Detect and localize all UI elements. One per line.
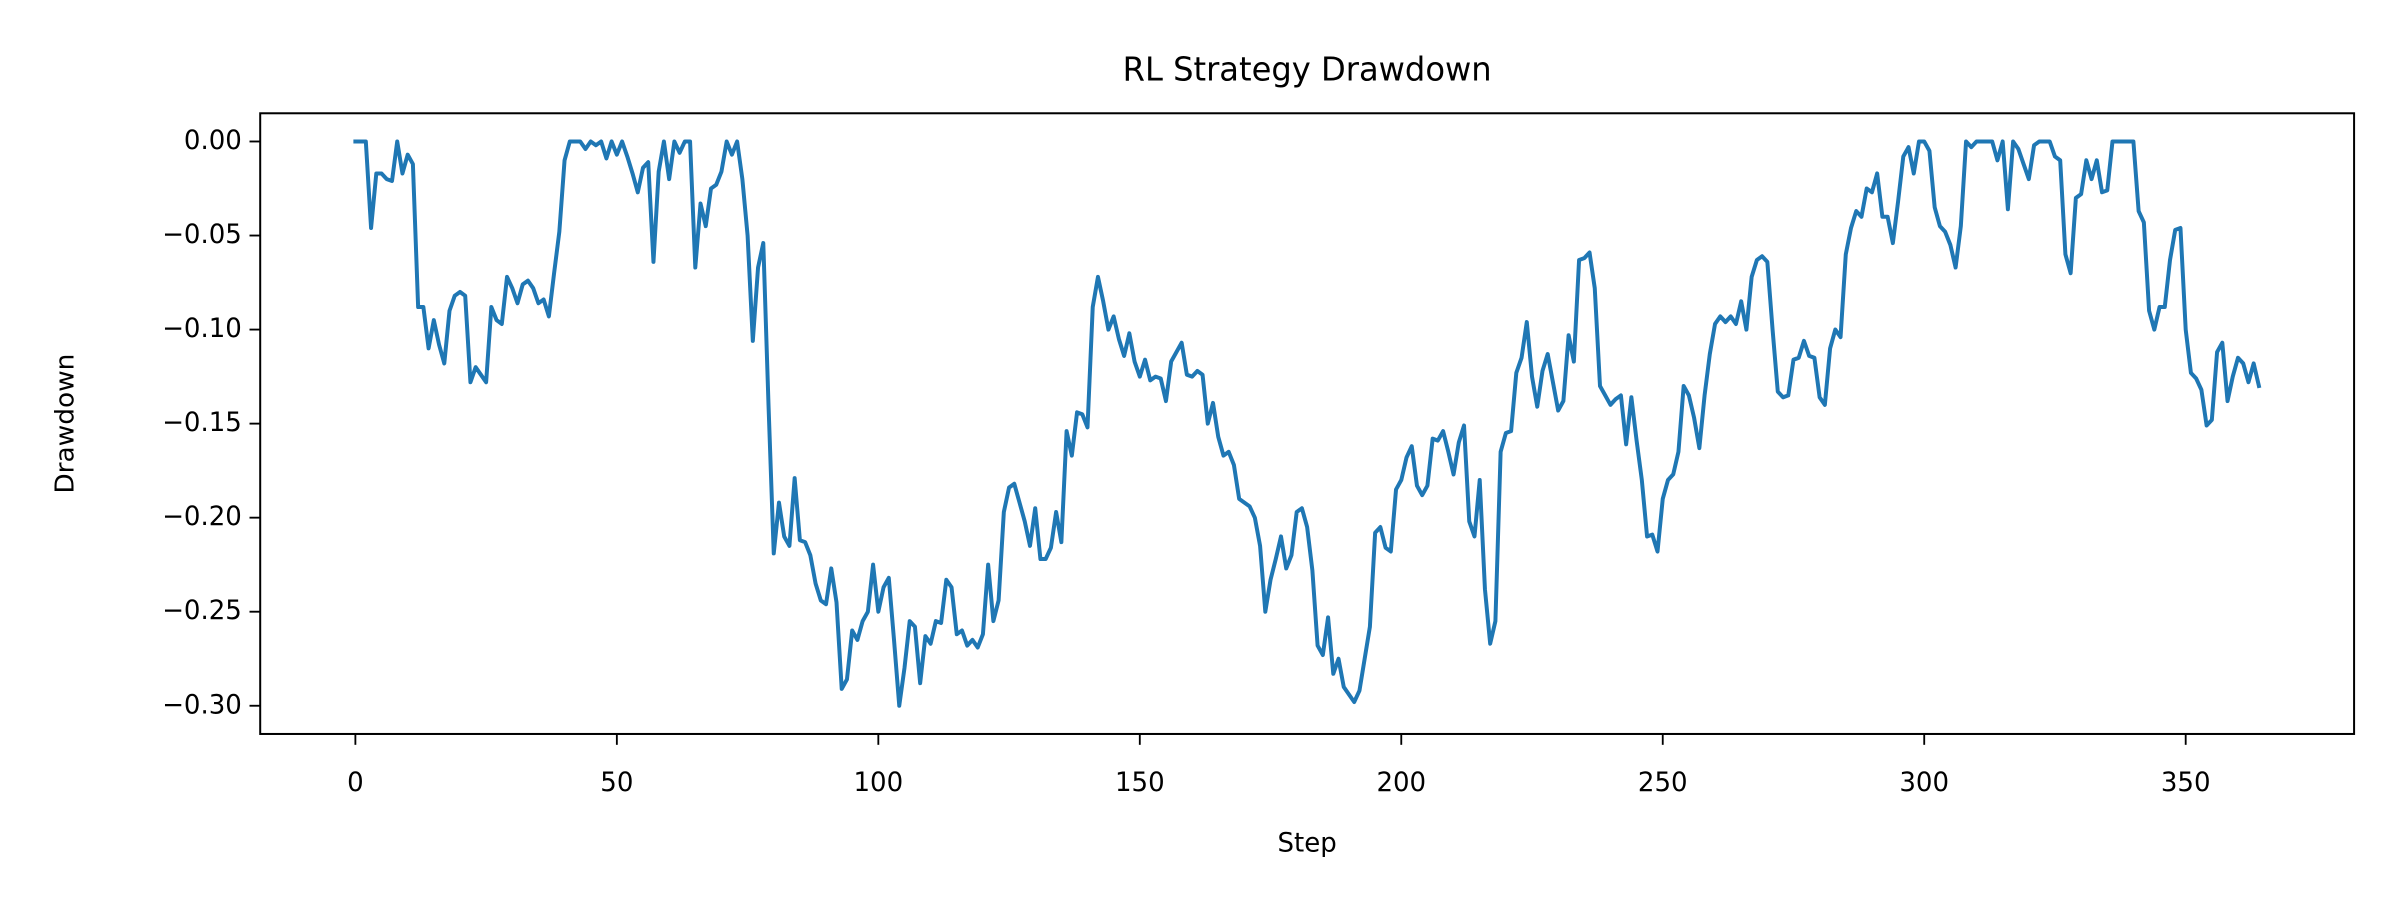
y-tick-label: −0.30 [162,690,242,720]
line-series [353,139,2262,708]
y-tick-label: −0.05 [162,220,242,250]
y-tick-label: −0.15 [162,408,242,438]
y-tick-label: −0.25 [162,596,242,626]
y-tick-label: 0.00 [184,126,242,156]
x-tick-label: 200 [1376,768,1426,798]
y-tick-label: −0.10 [162,314,242,344]
x-tick-label: 350 [2161,768,2211,798]
x-tick-label: 300 [1899,768,1949,798]
x-tick-label: 0 [347,768,364,798]
y-tick-label: −0.20 [162,502,242,532]
y-axis-label: Drawdown [50,354,80,494]
x-axis-label: Step [1278,829,1337,859]
x-tick-label: 250 [1638,768,1688,798]
plot-frame [259,112,2356,735]
x-tick-label: 100 [854,768,904,798]
x-tick-label: 150 [1115,768,1165,798]
chart-title: RL Strategy Drawdown [1123,50,1492,88]
x-tick-label: 50 [600,768,633,798]
